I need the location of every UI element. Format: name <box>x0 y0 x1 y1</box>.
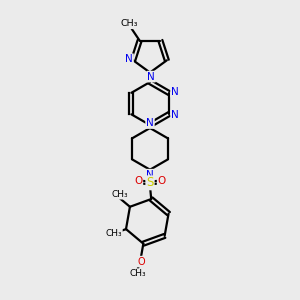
Text: CH₃: CH₃ <box>105 229 122 238</box>
Text: N: N <box>146 170 154 180</box>
Text: N: N <box>146 118 154 128</box>
Text: CH₃: CH₃ <box>129 269 146 278</box>
Text: O: O <box>134 176 142 186</box>
Text: N: N <box>171 87 179 97</box>
Text: O: O <box>158 176 166 186</box>
Text: N: N <box>171 110 179 121</box>
Text: CH₃: CH₃ <box>112 190 128 199</box>
Text: N: N <box>125 54 133 64</box>
Text: CH₃: CH₃ <box>121 19 138 28</box>
Text: O: O <box>137 256 145 267</box>
Text: S: S <box>146 176 154 189</box>
Text: N: N <box>147 72 155 82</box>
